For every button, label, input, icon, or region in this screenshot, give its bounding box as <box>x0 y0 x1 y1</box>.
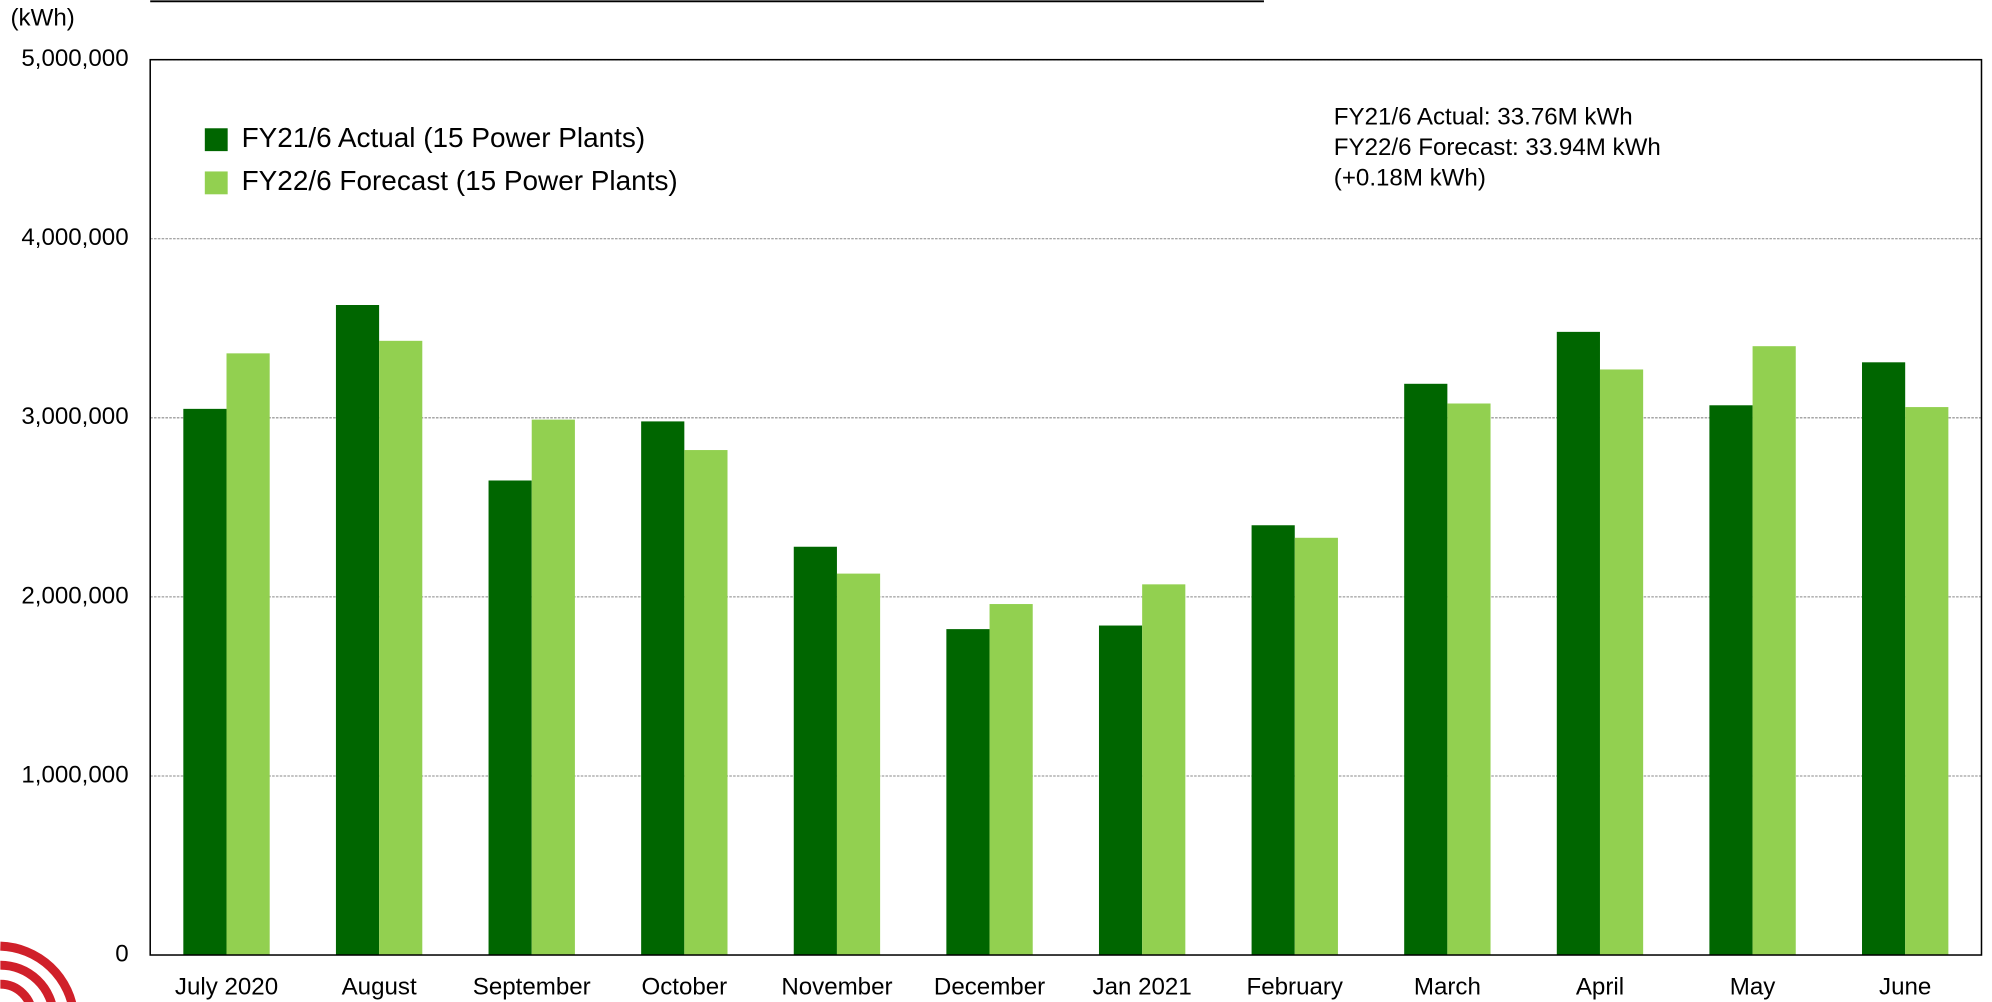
bar <box>1098 625 1143 956</box>
annotation: FY22/6 Forecast: 33.94M kWh <box>1334 134 1661 161</box>
bar <box>989 604 1033 956</box>
bar <box>1905 407 1949 956</box>
bar <box>531 419 575 956</box>
x-tick-label: August <box>342 973 417 1000</box>
plot-frame <box>149 58 1983 956</box>
bar <box>946 629 990 956</box>
legend-swatch <box>204 128 228 152</box>
bar <box>1404 383 1448 956</box>
bar <box>1251 525 1295 956</box>
bar <box>1294 537 1338 956</box>
bar <box>379 340 423 956</box>
x-tick-label: Jan 2021 <box>1093 973 1192 1000</box>
legend-label: FY22/6 Forecast (15 Power Plants) <box>242 165 678 196</box>
bar <box>1599 369 1644 956</box>
bar <box>1556 331 1600 956</box>
y-axis-label: (kWh) <box>11 4 75 31</box>
bar <box>335 305 380 956</box>
annotation: FY21/6 Actual: 33.76M kWh <box>1334 103 1633 130</box>
x-tick-label: November <box>781 973 892 1000</box>
y-tick-label: 4,000,000 <box>21 224 128 251</box>
x-tick-label: July 2020 <box>175 973 278 1000</box>
bar <box>1142 584 1186 956</box>
y-tick-label: 3,000,000 <box>21 403 128 430</box>
legend-label: FY21/6 Actual (15 Power Plants) <box>242 122 646 153</box>
annotation: (+0.18M kWh) <box>1334 164 1486 191</box>
x-tick-label: April <box>1576 973 1624 1000</box>
bar <box>1752 346 1796 956</box>
bar <box>684 450 728 956</box>
x-tick-label: March <box>1414 973 1481 1000</box>
y-tick-label: 1,000,000 <box>21 761 128 788</box>
legend-swatch <box>204 171 228 195</box>
bar <box>793 546 837 956</box>
bar <box>183 408 227 956</box>
bar <box>488 480 532 956</box>
bar <box>226 353 270 956</box>
y-tick-label: 2,000,000 <box>21 582 128 609</box>
x-tick-label: May <box>1730 973 1776 1000</box>
y-tick-label: 5,000,000 <box>21 45 128 72</box>
bar <box>1709 405 1753 956</box>
x-tick-label: February <box>1247 973 1343 1000</box>
bar <box>641 421 685 956</box>
logo <box>0 941 77 1002</box>
bar <box>836 573 881 956</box>
y-tick-label: 0 <box>115 940 128 967</box>
x-tick-label: October <box>641 973 727 1000</box>
bar <box>1862 362 1906 956</box>
x-tick-label: December <box>934 973 1045 1000</box>
x-tick-label: September <box>473 973 591 1000</box>
x-tick-label: June <box>1879 973 1931 1000</box>
bar <box>1447 403 1491 956</box>
